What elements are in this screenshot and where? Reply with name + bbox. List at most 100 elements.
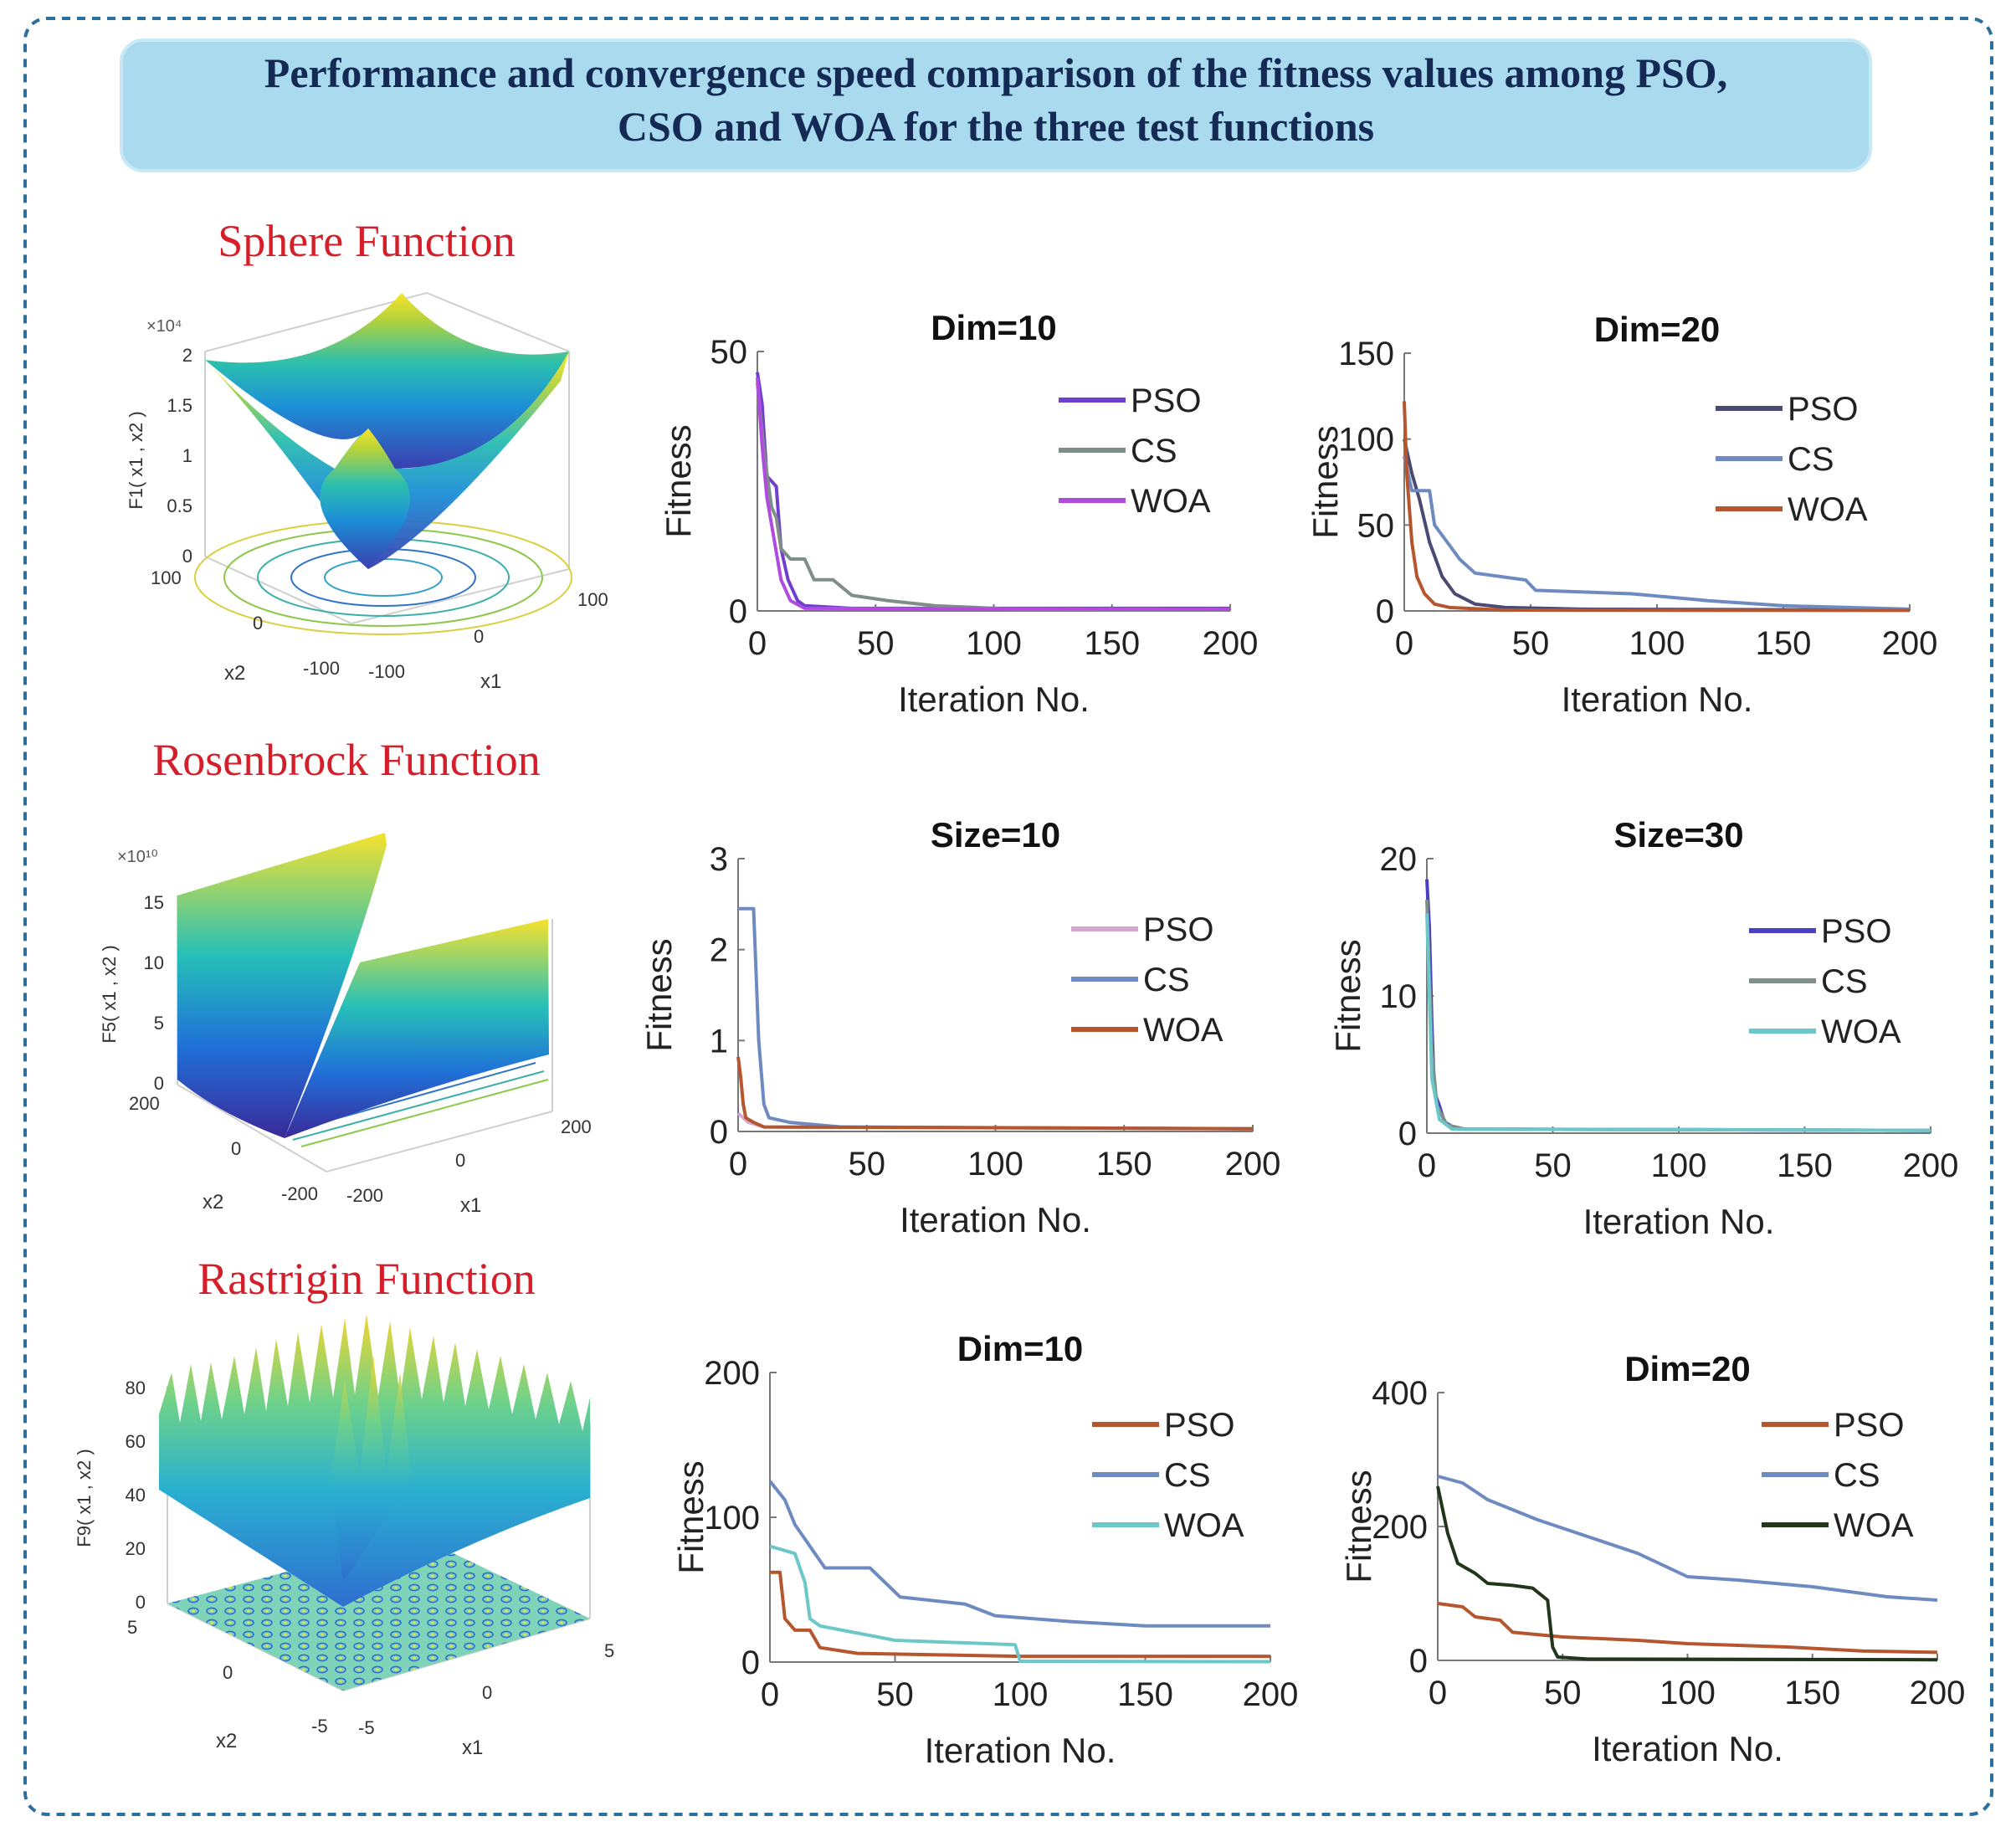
chart-title: Dim=20 — [1624, 1349, 1751, 1388]
rosenbrock-x1-ticks: -200 0 200 — [346, 1116, 592, 1206]
chart-title: Size=10 — [931, 815, 1060, 854]
y-tick-label: 0 — [729, 593, 747, 630]
series-line-cs — [768, 1480, 1270, 1628]
title-line-1: Performance and convergence speed compar… — [264, 49, 1727, 96]
x-tick-label: 100 — [1659, 1675, 1716, 1711]
legend-label-cs: CS — [1164, 1457, 1211, 1494]
rastrigin-z-tick: 80 — [126, 1378, 146, 1398]
rosenbrock-z-label: F5( x1 , x2 ) — [99, 945, 120, 1043]
sphere-z-tick: 2 — [182, 345, 192, 366]
y-axis-label: Fitness — [671, 1460, 710, 1573]
series-line-woa — [1403, 401, 1911, 613]
series-line-woa — [756, 377, 1231, 612]
x-axis-label: Iteration No. — [900, 1200, 1091, 1239]
rastrigin-z-tick: 60 — [126, 1431, 146, 1452]
x-tick-label: 50 — [857, 625, 895, 662]
rosenbrock-surface-right — [285, 919, 549, 1138]
rastrigin-x1-ticks: -5 0 5 — [358, 1640, 614, 1738]
sphere-x2-tick: 100 — [151, 567, 182, 588]
x-tick-label: 200 — [1243, 1676, 1299, 1713]
rosenbrock-z-scale: ×10¹⁰ — [117, 848, 158, 866]
x-tick-label: 200 — [1910, 1675, 1966, 1711]
rastrigin-x1-tick: 0 — [482, 1682, 492, 1703]
rastrigin-x1-tick: 5 — [604, 1640, 614, 1661]
rosenbrock-x1-label: x1 — [460, 1194, 481, 1217]
rosenbrock-z-tick: 15 — [144, 892, 164, 913]
sphere-surface-back — [205, 293, 569, 469]
x-axis-label: Iteration No. — [1583, 1202, 1775, 1241]
legend-label-woa: WOA — [1834, 1507, 1914, 1544]
rosenbrock-z-tick: 0 — [154, 1073, 164, 1094]
sphere-x2-tick: -100 — [303, 658, 340, 679]
x-tick-label: 0 — [761, 1676, 779, 1713]
rastrigin-x2-tick: 0 — [223, 1662, 233, 1683]
y-tick-label: 50 — [710, 334, 748, 371]
y-tick-label: 20 — [1380, 841, 1418, 878]
series-line-pso — [1437, 1602, 1938, 1655]
sphere-x1-tick: 100 — [577, 589, 608, 610]
x-tick-label: 200 — [1203, 625, 1259, 662]
sphere-function-title: Sphere Function — [218, 216, 515, 266]
x-tick-label: 150 — [1096, 1146, 1152, 1183]
legend-label-pso: PSO — [1131, 382, 1201, 419]
rosenbrock-surface — [177, 833, 387, 1138]
rastrigin-z-tick: 20 — [126, 1538, 146, 1559]
x-tick-label: 100 — [993, 1676, 1049, 1713]
chart-title: Size=30 — [1613, 815, 1743, 854]
series-line-cs — [1403, 455, 1911, 611]
legend-label-cs: CS — [1834, 1457, 1880, 1494]
y-tick-label: 50 — [1357, 507, 1395, 544]
rastrigin-floor — [167, 1537, 590, 1691]
chart-4: Size=30 0 50 100 150 200 0 10 20 Iteration No. Fit… — [1328, 815, 1958, 1241]
x-tick-label: 0 — [729, 1146, 747, 1183]
x-axis-label: Iteration No. — [1592, 1729, 1783, 1768]
rosenbrock-z-ticks: 0 5 10 15 — [144, 892, 164, 1094]
x-tick-label: 150 — [1117, 1676, 1173, 1713]
series-line-pso — [1403, 439, 1911, 612]
sphere-z-tick: 0 — [182, 546, 192, 567]
series-line-woa — [736, 1056, 1254, 1131]
legend-label-pso: PSO — [1821, 913, 1891, 950]
rosenbrock-x2-tick: 0 — [231, 1138, 241, 1159]
rosenbrock-function-title: Rosenbrock Function — [152, 735, 540, 785]
y-axis-label: Fitness — [1328, 939, 1367, 1052]
y-tick-label: 10 — [1380, 978, 1418, 1015]
x-tick-label: 200 — [1882, 625, 1938, 662]
x-tick-label: 50 — [1512, 625, 1550, 662]
x-axis-label: Iteration No. — [925, 1731, 1116, 1770]
legend-label-pso: PSO — [1164, 1407, 1234, 1444]
sphere-x1-tick: -100 — [368, 661, 405, 682]
title-line-2: CSO and WOA for the three test functions — [618, 103, 1374, 150]
x-tick-label: 50 — [849, 1146, 886, 1183]
series-line-woa — [769, 1544, 1271, 1664]
x-tick-label: 150 — [1777, 1147, 1833, 1184]
rosenbrock-x1-tick: -200 — [346, 1185, 383, 1206]
chart-title: Dim=10 — [957, 1329, 1084, 1368]
rosenbrock-x1-tick: 200 — [561, 1116, 592, 1137]
x-tick-label: 0 — [1395, 625, 1413, 662]
x-tick-label: 50 — [876, 1676, 914, 1713]
x-tick-label: 100 — [967, 1146, 1023, 1183]
sphere-inner-bowl — [320, 428, 410, 569]
sphere-x1-label: x1 — [480, 670, 501, 693]
rosenbrock-z-tick: 5 — [154, 1013, 164, 1034]
legend-label-cs: CS — [1143, 962, 1190, 998]
sphere-z-tick: 1 — [182, 445, 192, 466]
rastrigin-x2-ticks: 5 0 -5 — [127, 1617, 328, 1737]
rastrigin-x1-label: x1 — [462, 1737, 483, 1759]
rastrigin-center-peak — [331, 1356, 412, 1582]
rosenbrock-z-tick: 10 — [144, 952, 164, 973]
rastrigin-z-ticks: 0 20 40 60 80 — [126, 1378, 146, 1613]
legend-label-woa: WOA — [1164, 1507, 1244, 1544]
chart-5: Dim=10 0 50 100 150 200 0 100 200 Iteration No. Fi… — [671, 1329, 1298, 1770]
legend-label-woa: WOA — [1143, 1012, 1223, 1049]
rastrigin-x2-tick: 5 — [127, 1617, 137, 1638]
series-line-woa — [1425, 913, 1931, 1132]
y-tick-label: 3 — [710, 841, 728, 878]
legend-label-cs: CS — [1131, 433, 1177, 469]
rastrigin-z-tick: 40 — [126, 1485, 146, 1506]
x-tick-label: 200 — [1225, 1146, 1281, 1183]
rosenbrock-x1-tick: 0 — [455, 1150, 465, 1171]
